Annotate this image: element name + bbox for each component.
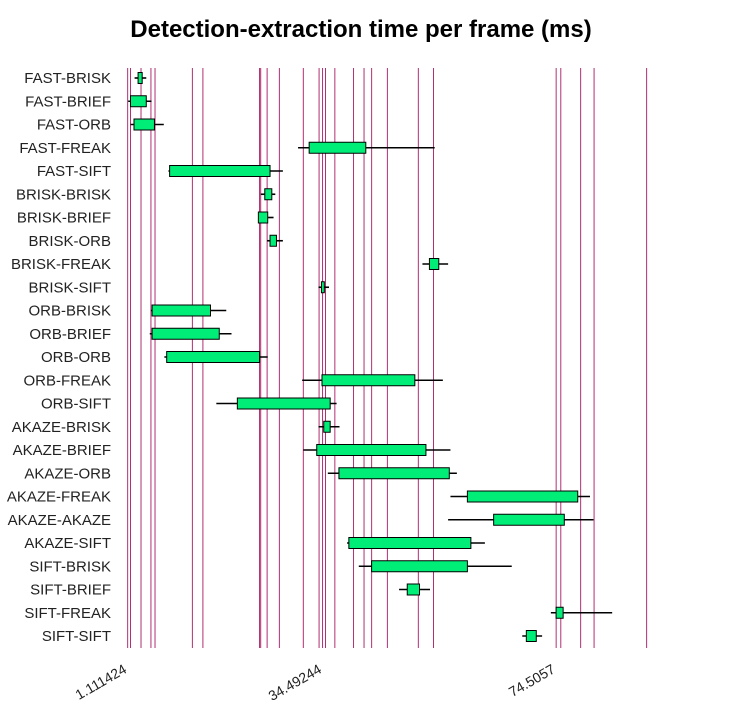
category-label: SIFT-BRIEF — [30, 582, 111, 599]
box-fast-orb — [130, 118, 164, 131]
box-akaze-orb — [327, 467, 457, 480]
box-rect — [269, 234, 277, 247]
category-label: AKAZE-ORB — [24, 465, 111, 482]
box-akaze-akaze — [448, 513, 594, 526]
box-fast-brief — [128, 95, 152, 108]
category-label: BRISK-BRISK — [16, 186, 111, 203]
box-rect — [406, 583, 421, 596]
box-brisk-freak — [422, 258, 449, 270]
category-label: AKAZE-SIFT — [24, 535, 111, 552]
box-sift-sift — [522, 630, 543, 642]
box-fast-sift — [168, 165, 283, 177]
category-label: BRISK-BRIEF — [17, 210, 111, 227]
box-rect — [371, 560, 468, 573]
box-rect — [151, 304, 211, 317]
box-rect — [466, 490, 579, 503]
gridlines — [127, 68, 648, 648]
chart-title: Detection-extraction time per frame (ms) — [130, 16, 591, 43]
category-label: FAST-BRISK — [24, 70, 111, 87]
category-label: AKAZE-BRIEF — [13, 442, 111, 459]
box-rect — [169, 165, 271, 177]
box-rect — [130, 95, 147, 108]
box-sift-brisk — [358, 560, 512, 573]
box-rect — [338, 467, 450, 480]
box-brisk-sift — [318, 281, 330, 294]
box-rect — [316, 444, 427, 456]
box-rect — [320, 281, 325, 294]
category-label: ORB-ORB — [41, 349, 111, 366]
box-rect — [257, 211, 269, 224]
category-label: FAST-BRIEF — [25, 93, 111, 110]
category-label: SIFT-FREAK — [24, 605, 111, 622]
box-rect — [493, 513, 565, 526]
box-brisk-brisk — [260, 188, 276, 201]
category-label: ORB-FREAK — [23, 372, 111, 389]
box-akaze-freak — [450, 490, 590, 503]
box-akaze-brisk — [318, 420, 340, 433]
box-rect — [308, 141, 367, 154]
box-fast-freak — [298, 141, 435, 154]
category-label: FAST-ORB — [37, 117, 111, 134]
box-fast-brisk — [134, 72, 147, 84]
box-sift-freak — [550, 606, 613, 619]
box-rect — [137, 72, 143, 84]
box-sift-brief — [399, 583, 431, 596]
category-labels: FAST-BRISK FAST-BRIEF FAST-ORB FAST-FREAK FA… — [7, 70, 111, 645]
x-tick-labels: 1.111424 34.49244 74.5057 — [72, 661, 557, 704]
box-orb-orb — [164, 351, 268, 363]
category-label: AKAZE-BRISK — [12, 419, 111, 436]
box-rect — [323, 420, 331, 433]
box-brisk-brief — [257, 211, 274, 224]
category-label: ORB-SIFT — [41, 396, 111, 413]
box-orb-sift — [216, 397, 337, 410]
box-rect — [264, 188, 273, 201]
category-label: AKAZE-FREAK — [7, 489, 111, 506]
box-brisk-orb — [267, 234, 283, 247]
box-rect — [133, 118, 155, 131]
box-rect — [321, 374, 416, 387]
box-akaze-brief — [303, 444, 451, 456]
box-rect — [348, 537, 472, 549]
category-label: FAST-SIFT — [37, 163, 111, 180]
box-rect — [525, 630, 537, 642]
category-label: ORB-BRIEF — [29, 326, 111, 343]
category-label: BRISK-FREAK — [11, 256, 111, 273]
x-tick-label-0: 1.111424 — [72, 661, 129, 703]
x-tick-label-1: 34.49244 — [265, 661, 324, 704]
box-orb-brief — [149, 327, 232, 340]
box-rect — [151, 327, 220, 340]
box-rect — [236, 397, 331, 410]
category-label: ORB-BRISK — [28, 303, 111, 320]
category-label: BRISK-SIFT — [28, 279, 111, 296]
boxes — [128, 72, 613, 642]
category-label: FAST-FREAK — [19, 140, 111, 157]
x-tick-label-2: 74.5057 — [506, 661, 558, 700]
box-orb-freak — [302, 374, 443, 387]
box-rect — [555, 606, 564, 619]
box-orb-brisk — [150, 304, 227, 317]
category-label: AKAZE-AKAZE — [8, 512, 111, 529]
box-rect — [166, 351, 261, 363]
category-label: SIFT-BRISK — [29, 558, 111, 575]
box-akaze-sift — [347, 537, 485, 549]
category-label: SIFT-SIFT — [42, 628, 111, 645]
box-rect — [428, 258, 440, 270]
category-label: BRISK-ORB — [28, 233, 111, 250]
